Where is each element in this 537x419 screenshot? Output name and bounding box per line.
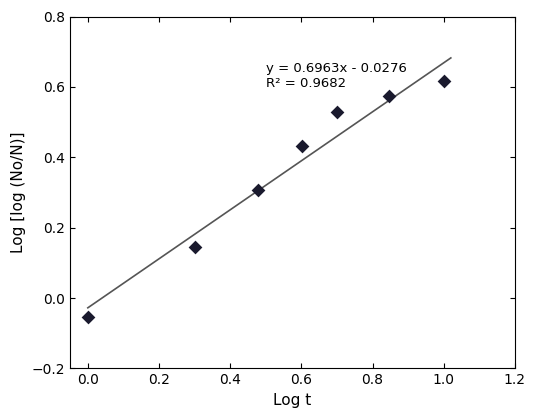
Point	[298, 143, 307, 150]
Point	[384, 93, 393, 99]
Point	[84, 314, 92, 321]
X-axis label: Log t: Log t	[273, 393, 311, 408]
Point	[253, 187, 262, 194]
Point	[439, 78, 448, 84]
Y-axis label: Log [log (No/N)]: Log [log (No/N)]	[11, 132, 26, 253]
Point	[191, 243, 199, 250]
Point	[332, 109, 341, 116]
Text: y = 0.6963x - 0.0276
R² = 0.9682: y = 0.6963x - 0.0276 R² = 0.9682	[266, 62, 407, 91]
